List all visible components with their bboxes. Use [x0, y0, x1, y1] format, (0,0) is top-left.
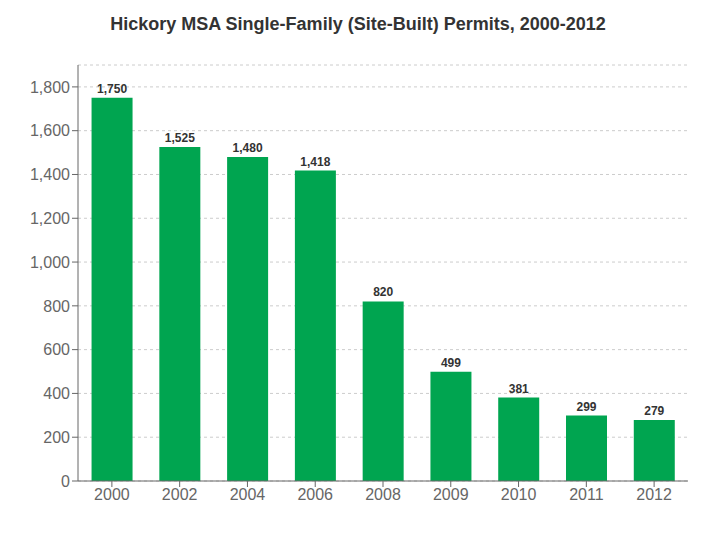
svg-text:2008: 2008 [365, 486, 401, 503]
svg-text:2006: 2006 [297, 486, 333, 503]
svg-text:2004: 2004 [230, 486, 266, 503]
svg-text:1,418: 1,418 [300, 155, 330, 169]
svg-text:600: 600 [43, 341, 70, 358]
svg-text:0: 0 [61, 473, 70, 490]
svg-text:1,000: 1,000 [30, 254, 70, 271]
svg-text:400: 400 [43, 385, 70, 402]
html-text:Hickory MSA Single-Family (Sit: Hickory MSA Single-Family (Site-Built) P… [110, 14, 606, 34]
svg-text:1,600: 1,600 [30, 122, 70, 139]
svg-text:2012: 2012 [636, 486, 672, 503]
svg-text:2011: 2011 [569, 486, 604, 503]
svg-text:1,800: 1,800 [30, 79, 70, 96]
svg-text:1,525: 1,525 [165, 131, 195, 145]
svg-text:2009: 2009 [433, 486, 469, 503]
svg-text:381: 381 [509, 382, 529, 396]
svg-text:2000: 2000 [94, 486, 130, 503]
svg-text:1,400: 1,400 [30, 166, 70, 183]
svg-text:2010: 2010 [501, 486, 537, 503]
svg-text:2002: 2002 [162, 486, 198, 503]
svg-text:1,200: 1,200 [30, 210, 70, 227]
svg-text:800: 800 [43, 298, 70, 315]
svg-text:279: 279 [644, 404, 664, 418]
svg-text:1,480: 1,480 [233, 141, 263, 155]
svg-text:499: 499 [441, 356, 461, 370]
svg-text:820: 820 [373, 285, 393, 299]
svg-text:1,750: 1,750 [97, 82, 127, 96]
svg-text:200: 200 [43, 429, 70, 446]
svg-text:299: 299 [576, 400, 596, 414]
